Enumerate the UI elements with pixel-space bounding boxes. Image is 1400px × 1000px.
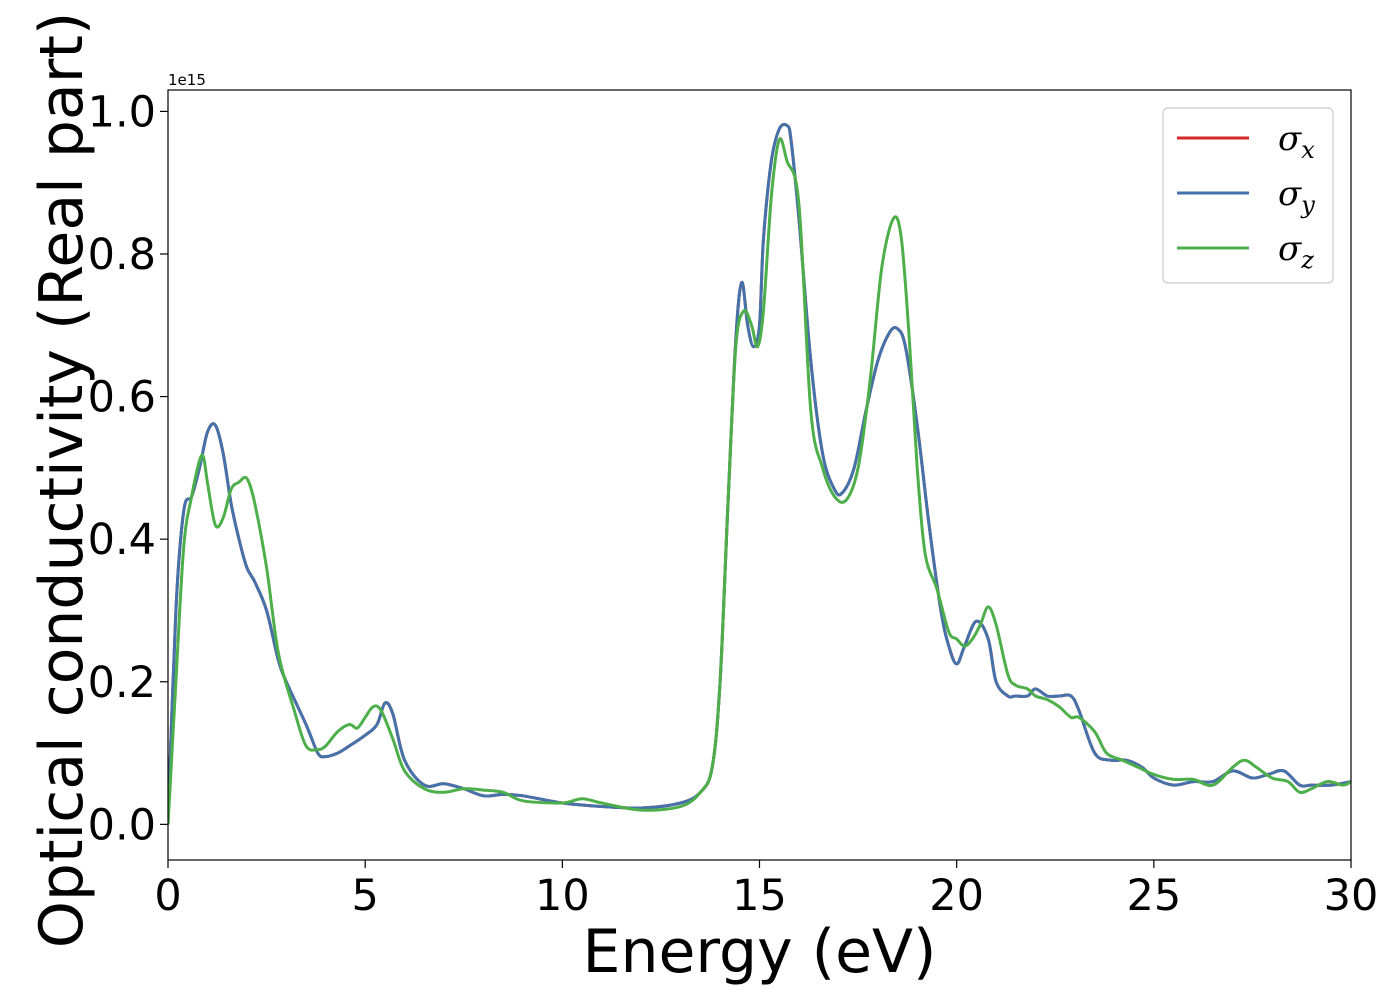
x-tick-label: 15 xyxy=(732,871,787,921)
y-tick-label: 0.4 xyxy=(88,515,156,565)
x-tick-label: 30 xyxy=(1324,871,1379,921)
y-tick-label: 0.8 xyxy=(88,230,156,280)
x-tick-label: 25 xyxy=(1126,871,1181,921)
y-tick-label: 1.0 xyxy=(88,87,156,137)
x-axis: 0 5 10 15 20 25 30 xyxy=(154,860,1378,921)
legend-box xyxy=(1162,107,1334,284)
series-layer xyxy=(168,122,1351,825)
y-tick-label: 0.6 xyxy=(88,373,156,423)
legend-label-y: σy xyxy=(1278,174,1315,219)
legend: σx σy σz xyxy=(1162,107,1334,284)
y-axis: 0.0 0.2 0.4 0.6 0.8 1.0 xyxy=(88,87,168,850)
legend-label-z: σz xyxy=(1278,229,1314,274)
y-axis-title: Optical conductivity (Real part) xyxy=(27,12,97,949)
series-line-z xyxy=(168,137,1351,825)
x-axis-title: Energy (eV) xyxy=(583,917,937,987)
y-tick-label: 0.0 xyxy=(88,800,156,850)
y-tick-label: 0.2 xyxy=(88,658,156,708)
x-tick-label: 5 xyxy=(351,871,378,921)
x-tick-label: 20 xyxy=(929,871,984,921)
series-line-y xyxy=(168,122,1351,825)
x-tick-label: 10 xyxy=(535,871,590,921)
y-offset-label: 1e15 xyxy=(168,71,206,89)
legend-label-x: σx xyxy=(1278,119,1315,164)
x-tick-label: 0 xyxy=(154,871,181,921)
